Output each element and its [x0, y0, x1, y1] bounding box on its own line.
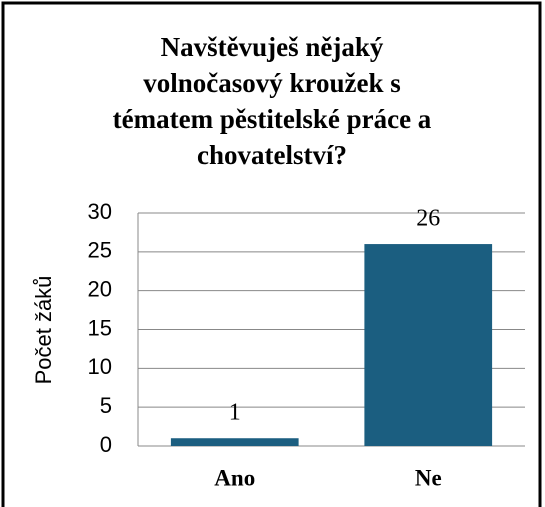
y-tick-label: 10	[88, 354, 112, 379]
y-tick-label: 15	[88, 315, 112, 340]
chart-title: tématem pěstitelské práce a	[113, 104, 432, 134]
data-label: 1	[229, 400, 241, 426]
data-label: 26	[416, 206, 440, 232]
chart-title: volnočasový kroužek s	[143, 68, 401, 98]
y-tick-label: 30	[88, 199, 112, 224]
y-tick-label: 0	[100, 432, 112, 457]
y-axis-label: Počet žáků	[31, 276, 56, 385]
x-tick-label: Ano	[214, 465, 255, 490]
chart-title: Navštěvuješ nějaký	[161, 32, 384, 62]
x-tick-label: Ne	[415, 465, 442, 490]
bar	[364, 244, 493, 446]
y-tick-label: 25	[88, 238, 112, 263]
y-tick-label: 5	[100, 393, 112, 418]
y-tick-label: 20	[88, 276, 112, 301]
bar	[170, 438, 299, 446]
chart-title: chovatelství?	[197, 140, 347, 170]
